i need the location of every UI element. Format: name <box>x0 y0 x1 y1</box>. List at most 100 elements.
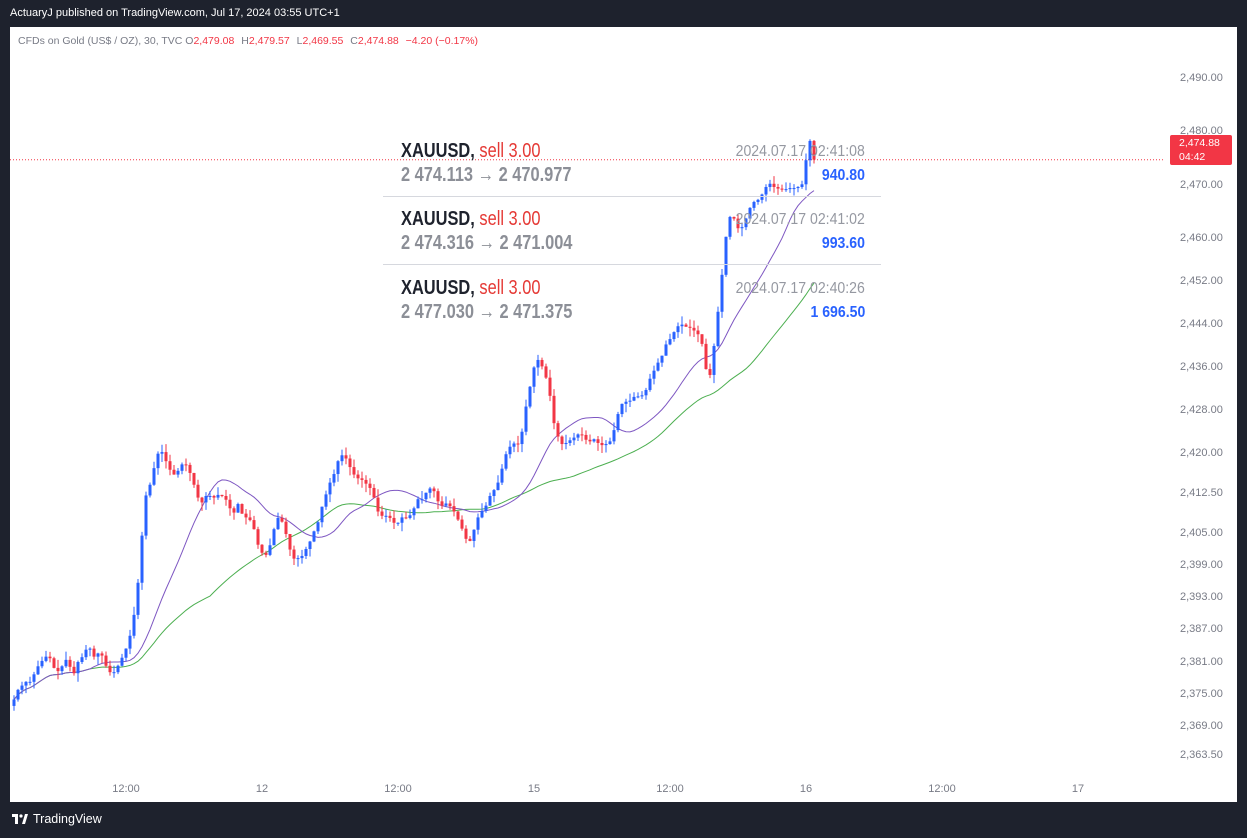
candle-body <box>120 657 124 666</box>
tradingview-logo[interactable]: TradingView <box>12 812 102 826</box>
tradingview-icon <box>12 814 28 824</box>
candle-body <box>340 455 344 462</box>
candle-body <box>160 452 164 454</box>
price-tick-label: 2,375.00 <box>1180 687 1223 700</box>
candle-body <box>12 699 16 706</box>
candle-body <box>548 377 552 396</box>
high-value: 2,479.57 <box>248 35 290 47</box>
time-tick-label: 15 <box>527 783 541 795</box>
candle-body <box>256 529 260 545</box>
candle-body <box>672 332 676 340</box>
trade-symbol: XAUUSD, sell 3.00 <box>401 208 541 230</box>
candle-body <box>600 442 604 446</box>
trade-symbol: XAUUSD, sell 3.00 <box>401 277 541 299</box>
symbol-label: CFDs on Gold (US$ / OZ), 30, TVC <box>18 35 183 47</box>
trade-symbol: XAUUSD, sell 3.00 <box>401 140 541 162</box>
candle-body <box>344 455 348 459</box>
candle-body <box>460 519 464 529</box>
candle-body <box>744 218 748 228</box>
candle-body <box>64 659 68 667</box>
price-tick-label: 2,381.00 <box>1180 655 1223 668</box>
ohlc-legend: CFDs on Gold (US$ / OZ), 30, TVC O 2,479.… <box>18 35 482 47</box>
candle-body <box>228 499 232 509</box>
candle-body <box>788 188 792 190</box>
candle-body <box>200 497 204 503</box>
price-tick-label: 2,452.00 <box>1180 275 1223 288</box>
candle-body <box>560 436 564 445</box>
candle-body <box>440 501 444 506</box>
candle-body <box>436 491 440 502</box>
candle-body <box>360 478 364 480</box>
candle-body <box>612 430 616 442</box>
candle-body <box>104 655 108 666</box>
price-tick-label: 2,399.00 <box>1180 559 1223 572</box>
candle-body <box>404 517 408 519</box>
time-tick-label: 12 <box>255 783 269 795</box>
candle-body <box>444 503 448 506</box>
candle-body <box>636 396 640 398</box>
candle-body <box>364 479 368 484</box>
candle-body <box>572 437 576 441</box>
candle-body <box>808 140 812 161</box>
candle-body <box>156 453 160 469</box>
candle-body <box>212 495 216 498</box>
candle-body <box>524 406 528 432</box>
candle-body <box>812 140 816 160</box>
candle-body <box>696 330 700 335</box>
trade-side: sell 3.00 <box>479 140 541 162</box>
candle-body <box>368 483 372 488</box>
chart-area[interactable] <box>10 27 1237 802</box>
time-tick-label: 17 <box>1071 783 1085 795</box>
candle-body <box>420 499 424 501</box>
candle-body <box>704 343 708 370</box>
candle-body <box>564 442 568 445</box>
trade-panel-2: XAUUSD, sell 3.00 2 474.316 → 2 471.004 … <box>383 204 881 272</box>
candle-body <box>284 521 288 535</box>
time-tick-label: 12:00 <box>112 783 140 795</box>
candle-body <box>328 482 332 495</box>
candle-body <box>488 495 492 506</box>
candle-body <box>752 201 756 208</box>
candle-body <box>264 552 268 555</box>
price-tick-label: 2,405.00 <box>1180 527 1223 539</box>
trade-divider <box>383 196 881 197</box>
candle-body <box>584 434 588 440</box>
candle-body <box>556 423 560 437</box>
candle-body <box>180 464 184 471</box>
close-value: 2,474.88 <box>357 35 399 47</box>
candle-body <box>84 649 88 658</box>
candle-body <box>220 494 224 496</box>
candle-body <box>476 517 480 530</box>
candle-body <box>88 648 92 650</box>
candle-body <box>472 529 476 541</box>
price-tick-label: 2,460.00 <box>1180 232 1223 245</box>
candle-body <box>112 672 116 674</box>
brand-name: TradingView <box>33 812 102 826</box>
candle-body <box>532 367 536 387</box>
candle-body <box>380 511 384 516</box>
open-key: O <box>185 35 194 47</box>
candle-body <box>496 482 500 491</box>
price-tick-label: 2,428.00 <box>1180 403 1223 416</box>
trade-profit: 1 696.50 <box>810 304 865 321</box>
price-tick-label: 2,369.00 <box>1180 719 1223 732</box>
trade-panel-3: XAUUSD, sell 3.00 2 477.030 → 2 471.375 … <box>383 273 881 341</box>
candle-body <box>144 495 148 536</box>
last-price-tag: 2,474.88 04:42 <box>1170 135 1232 165</box>
candle-body <box>772 183 776 187</box>
trade-divider <box>383 264 881 265</box>
price-tick-label: 2,470.00 <box>1180 178 1223 191</box>
candle-body <box>712 346 716 375</box>
candle-body <box>740 227 744 229</box>
candle-body <box>724 236 728 275</box>
candle-body <box>188 464 192 473</box>
candle-body <box>48 656 52 659</box>
candle-body <box>464 528 468 539</box>
high-key: H <box>241 35 249 47</box>
trade-route: 2 474.316 → 2 471.004 <box>401 232 573 254</box>
close-key: C <box>350 35 358 47</box>
candle-body <box>40 660 44 667</box>
candle-body <box>716 311 720 347</box>
time-tick-label: 12:00 <box>384 783 412 795</box>
